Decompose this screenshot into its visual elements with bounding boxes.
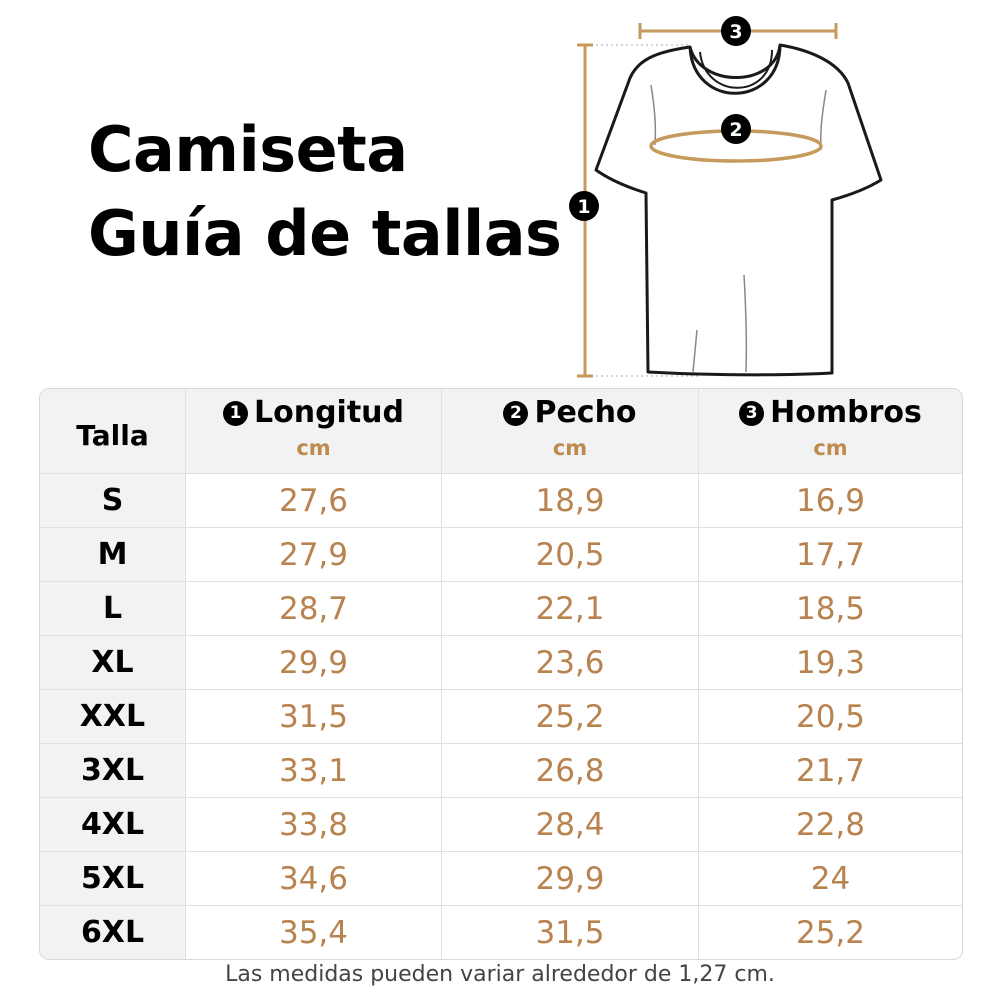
svg-text:2: 2 [729, 119, 742, 141]
tshirt-outline [594, 43, 883, 377]
unit-label: cm [296, 436, 331, 460]
column-label: Pecho [534, 395, 637, 430]
length-column-header: 1 Longitud cm [186, 389, 442, 474]
size-cell: XXL [40, 690, 186, 744]
unit-label: cm [552, 436, 588, 460]
length-value: 31,5 [186, 690, 442, 744]
chest-column-header: 2 Pecho cm [442, 389, 699, 474]
marker-3-icon: 3 [721, 16, 751, 46]
page-title: Camiseta Guía de tallas [88, 108, 562, 276]
unit-label: cm [813, 436, 848, 460]
chest-value: 31,5 [442, 906, 699, 959]
length-value: 33,1 [186, 744, 442, 798]
size-cell: L [40, 582, 186, 636]
svg-text:3: 3 [729, 21, 742, 43]
svg-text:1: 1 [577, 196, 590, 218]
length-value: 27,6 [186, 474, 442, 528]
size-cell: 5XL [40, 852, 186, 906]
tshirt-diagram: 3 2 1 [569, 16, 883, 378]
size-cell: S [40, 474, 186, 528]
chest-value: 25,2 [442, 690, 699, 744]
shoulders-column-header: 3 Hombros cm [699, 389, 962, 474]
length-value: 35,4 [186, 906, 442, 959]
shoulders-value: 21,7 [699, 744, 962, 798]
title-line-2: Guía de tallas [88, 197, 562, 270]
chest-value: 28,4 [442, 798, 699, 852]
size-cell: 3XL [40, 744, 186, 798]
column-label: Longitud [253, 395, 404, 430]
chest-value: 18,9 [442, 474, 699, 528]
chest-value: 29,9 [442, 852, 699, 906]
chest-value: 22,1 [442, 582, 699, 636]
number-3-icon: 3 [739, 400, 765, 426]
shoulders-value: 24 [699, 852, 962, 906]
shoulders-value: 20,5 [699, 690, 962, 744]
shoulders-value: 18,5 [699, 582, 962, 636]
size-cell: 6XL [40, 906, 186, 959]
number-1-icon: 1 [222, 400, 248, 426]
title-line-1: Camiseta [88, 113, 408, 186]
measurement-disclaimer: Las medidas pueden variar alrededor de 1… [225, 962, 775, 987]
size-cell: XL [40, 636, 186, 690]
size-cell: 4XL [40, 798, 186, 852]
length-value: 33,8 [186, 798, 442, 852]
length-value: 28,7 [186, 582, 442, 636]
column-label: Hombros [770, 395, 922, 430]
number-2-icon: 2 [503, 400, 529, 426]
size-chart-table: Talla 1 Longitud cm 2 Pecho cm 3 Hombros… [39, 388, 963, 960]
marker-1-icon: 1 [569, 191, 599, 221]
shoulders-value: 16,9 [699, 474, 962, 528]
talla-header: Talla [40, 389, 186, 474]
shoulders-value: 17,7 [699, 528, 962, 582]
marker-2-icon: 2 [721, 114, 751, 144]
length-value: 34,6 [186, 852, 442, 906]
size-cell: M [40, 528, 186, 582]
length-value: 29,9 [186, 636, 442, 690]
shoulders-value: 19,3 [699, 636, 962, 690]
shoulders-value: 25,2 [795, 914, 866, 951]
chest-value: 23,6 [442, 636, 699, 690]
chest-value: 26,8 [442, 744, 699, 798]
chest-value: 20,5 [442, 528, 699, 582]
shoulders-value: 22,8 [699, 798, 962, 852]
length-value: 27,9 [186, 528, 442, 582]
